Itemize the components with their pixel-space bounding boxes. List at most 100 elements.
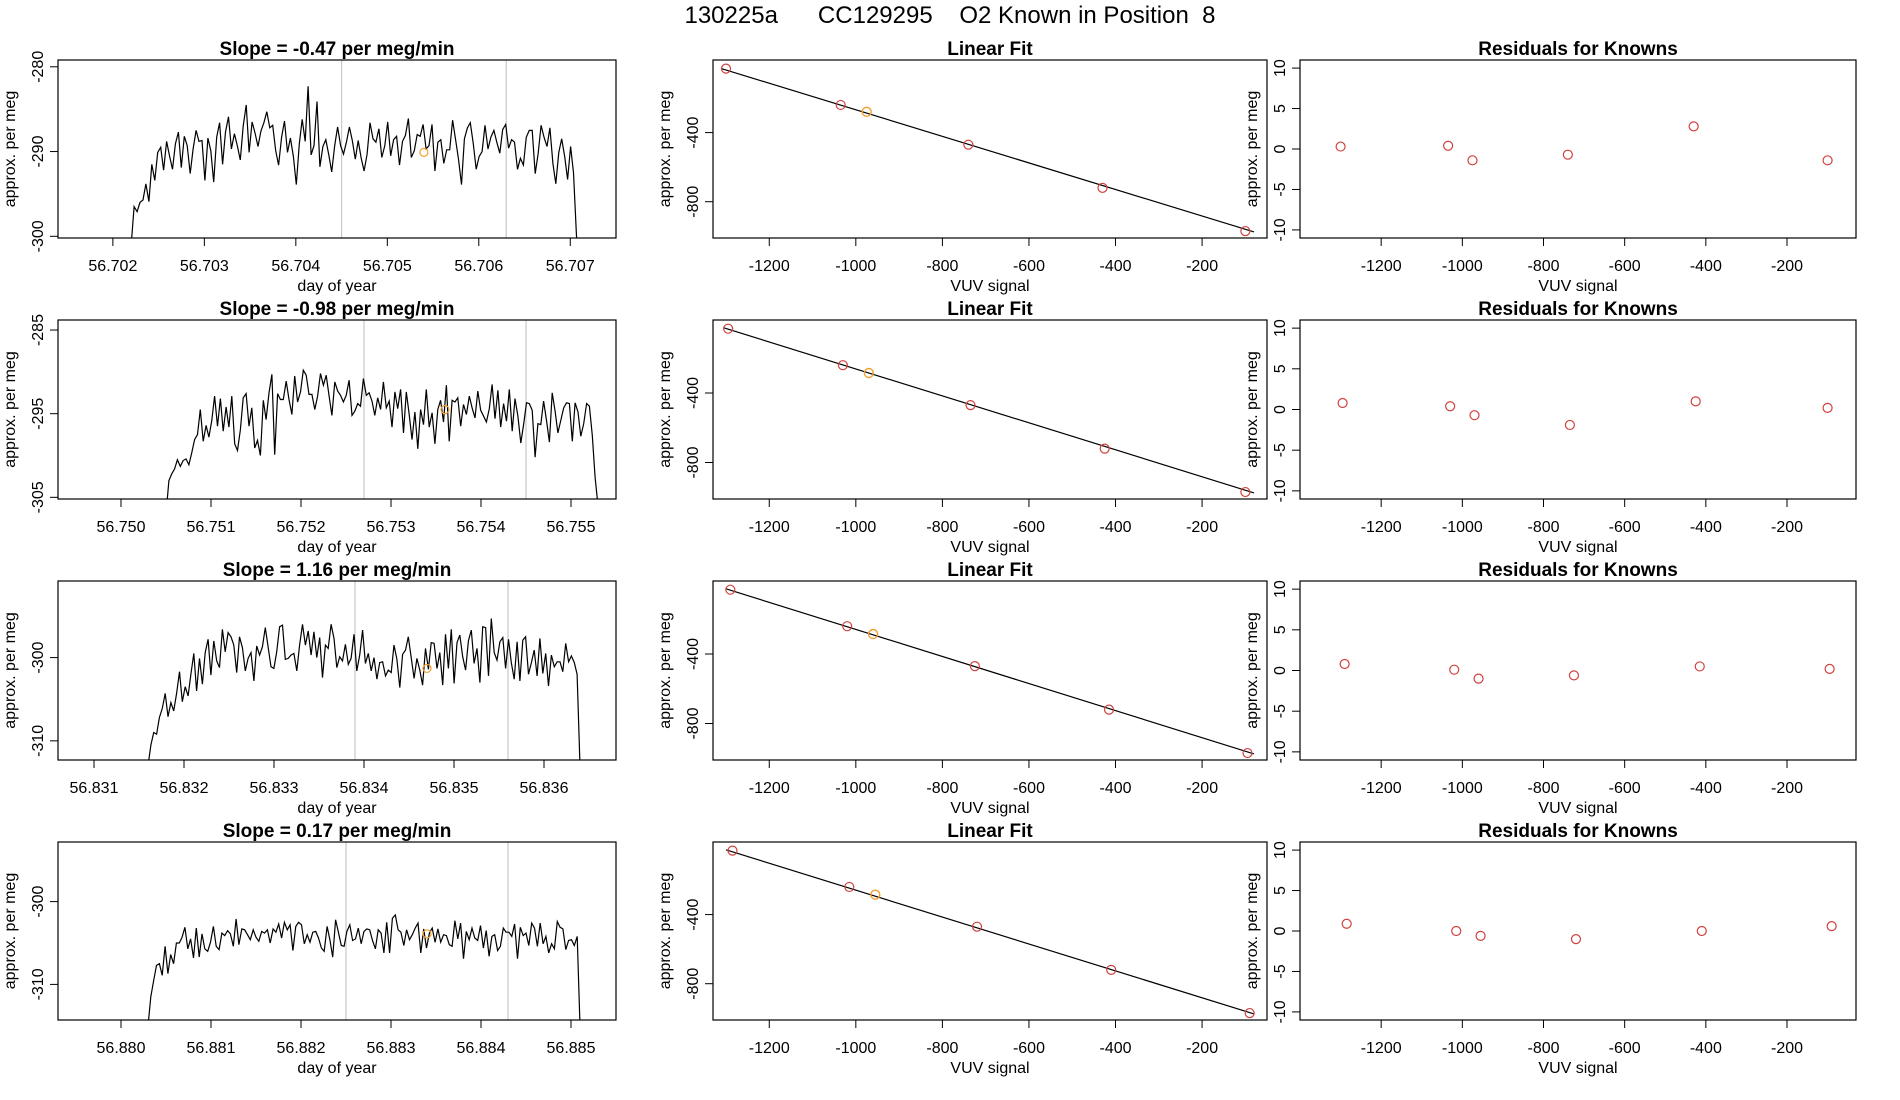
x-tick-label: 56.755 — [547, 519, 596, 536]
x-tick-label: 56.832 — [160, 780, 209, 797]
y-tick-label: -800 — [685, 968, 702, 1000]
plot-area — [723, 323, 1255, 498]
plot-area — [720, 63, 1255, 237]
x-tick-label: -800 — [926, 258, 958, 275]
x-tick-label: -400 — [1100, 780, 1132, 797]
x-tick-label: -200 — [1771, 780, 1803, 797]
x-tick-label: -800 — [1527, 519, 1559, 536]
y-tick-label: -10 — [1272, 218, 1289, 241]
x-tick-label: 56.750 — [97, 519, 146, 536]
y-tick-label: -295 — [30, 398, 47, 430]
plot-frame — [712, 319, 1268, 500]
x-tick-label: 56.831 — [70, 780, 119, 797]
y-axis-label: approx. per meg — [657, 873, 674, 990]
x-tick-label: -400 — [1690, 780, 1722, 797]
fit-line — [725, 849, 1255, 1015]
x-tick-label: -600 — [1609, 258, 1641, 275]
x-tick-label: -400 — [1100, 1040, 1132, 1057]
data-point — [1822, 402, 1833, 413]
data-point — [1244, 1007, 1255, 1019]
panel-title: Slope = -0.98 per meg/min — [220, 299, 455, 320]
y-tick-label: -10 — [1272, 740, 1289, 763]
data-point — [842, 621, 853, 632]
data-point — [1443, 140, 1454, 151]
x-tick-label: 56.705 — [363, 258, 412, 275]
y-tick-label: -5 — [1272, 182, 1289, 196]
x-tick-label: 56.704 — [271, 258, 320, 275]
plot-frame — [57, 59, 617, 239]
y-tick-label: -400 — [685, 638, 702, 670]
data-point — [1822, 155, 1833, 166]
plot-frame — [1299, 319, 1857, 500]
y-tick-label: -285 — [30, 314, 47, 346]
data-point — [1341, 918, 1352, 929]
x-tick-label: -1200 — [1361, 258, 1402, 275]
data-point — [1469, 410, 1480, 421]
x-axis-label: VUV signal — [950, 278, 1029, 295]
plot-frame — [57, 841, 617, 1021]
series-line — [166, 368, 598, 499]
x-axis-label: VUV signal — [1538, 1060, 1617, 1077]
x-axis-label: VUV signal — [950, 1060, 1029, 1077]
highlight-point — [422, 929, 432, 939]
y-tick-label: -300 — [30, 885, 47, 917]
data-point — [1570, 933, 1582, 945]
data-point — [1240, 486, 1251, 498]
y-tick-label: 10 — [1272, 580, 1289, 598]
plot-area — [147, 842, 581, 1020]
y-tick-label: -5 — [1272, 704, 1289, 718]
x-tick-label: -200 — [1186, 258, 1218, 275]
data-point — [965, 400, 976, 411]
data-point — [1826, 921, 1837, 932]
plot-frame — [712, 580, 1268, 761]
highlight-point — [419, 147, 429, 157]
x-tick-label: 56.836 — [520, 780, 569, 797]
x-tick-label: 56.883 — [367, 1040, 416, 1057]
x-tick-label: -800 — [1527, 1040, 1559, 1057]
panel-2-0: Slope = 1.16 per meg/min day of year appro… — [2, 560, 617, 817]
data-point — [1103, 704, 1115, 715]
panel-3-0: Slope = 0.17 per meg/min day of year appro… — [2, 821, 617, 1077]
panel-3-1: Linear Fit VUV signal approx. per meg -1200… — [657, 821, 1268, 1077]
panel-title: Slope = -0.47 per meg/min — [220, 39, 455, 60]
plot-frame — [712, 59, 1268, 239]
y-tick-label: -400 — [685, 898, 702, 930]
y-axis-label: approx. per meg — [1244, 873, 1261, 990]
panel-1-0: Slope = -0.98 per meg/min day of year appr… — [2, 299, 617, 556]
x-tick-label: -600 — [1013, 519, 1045, 536]
x-tick-label: 56.752 — [277, 519, 326, 536]
panel-title: Residuals for Knowns — [1478, 560, 1678, 581]
y-axis-label: approx. per meg — [657, 91, 674, 208]
y-tick-label: 0 — [1272, 405, 1289, 414]
x-tick-label: 56.706 — [454, 258, 503, 275]
data-point — [1688, 121, 1699, 132]
x-tick-label: 56.882 — [277, 1040, 326, 1057]
x-tick-label: -1000 — [835, 780, 876, 797]
x-tick-label: 56.754 — [457, 519, 506, 536]
y-tick-label: -300 — [30, 220, 47, 252]
y-axis-label: approx. per meg — [2, 351, 19, 468]
x-tick-label: 56.753 — [367, 519, 416, 536]
x-tick-label: -600 — [1609, 780, 1641, 797]
y-axis-label: approx. per meg — [1244, 612, 1261, 729]
x-tick-label: 56.884 — [457, 1040, 506, 1057]
x-tick-label: -200 — [1771, 1040, 1803, 1057]
data-point — [844, 881, 855, 893]
x-axis-label: day of year — [297, 800, 377, 817]
x-tick-label: -400 — [1100, 258, 1132, 275]
x-tick-label: -1200 — [749, 780, 790, 797]
plot-frame — [57, 319, 617, 500]
plot-frame — [1299, 580, 1857, 761]
plot-area — [166, 320, 598, 499]
plot-area — [1335, 121, 1833, 166]
y-tick-label: 10 — [1272, 841, 1289, 859]
x-tick-label: 56.707 — [546, 258, 595, 275]
data-point — [723, 323, 734, 334]
x-axis-label: day of year — [297, 539, 377, 556]
x-axis-label: day of year — [297, 1060, 377, 1077]
data-point — [1335, 141, 1346, 152]
y-tick-label: 0 — [1272, 144, 1289, 153]
panel-title: Linear Fit — [947, 299, 1033, 320]
y-tick-label: -5 — [1272, 964, 1289, 978]
panel-title: Linear Fit — [947, 821, 1033, 842]
